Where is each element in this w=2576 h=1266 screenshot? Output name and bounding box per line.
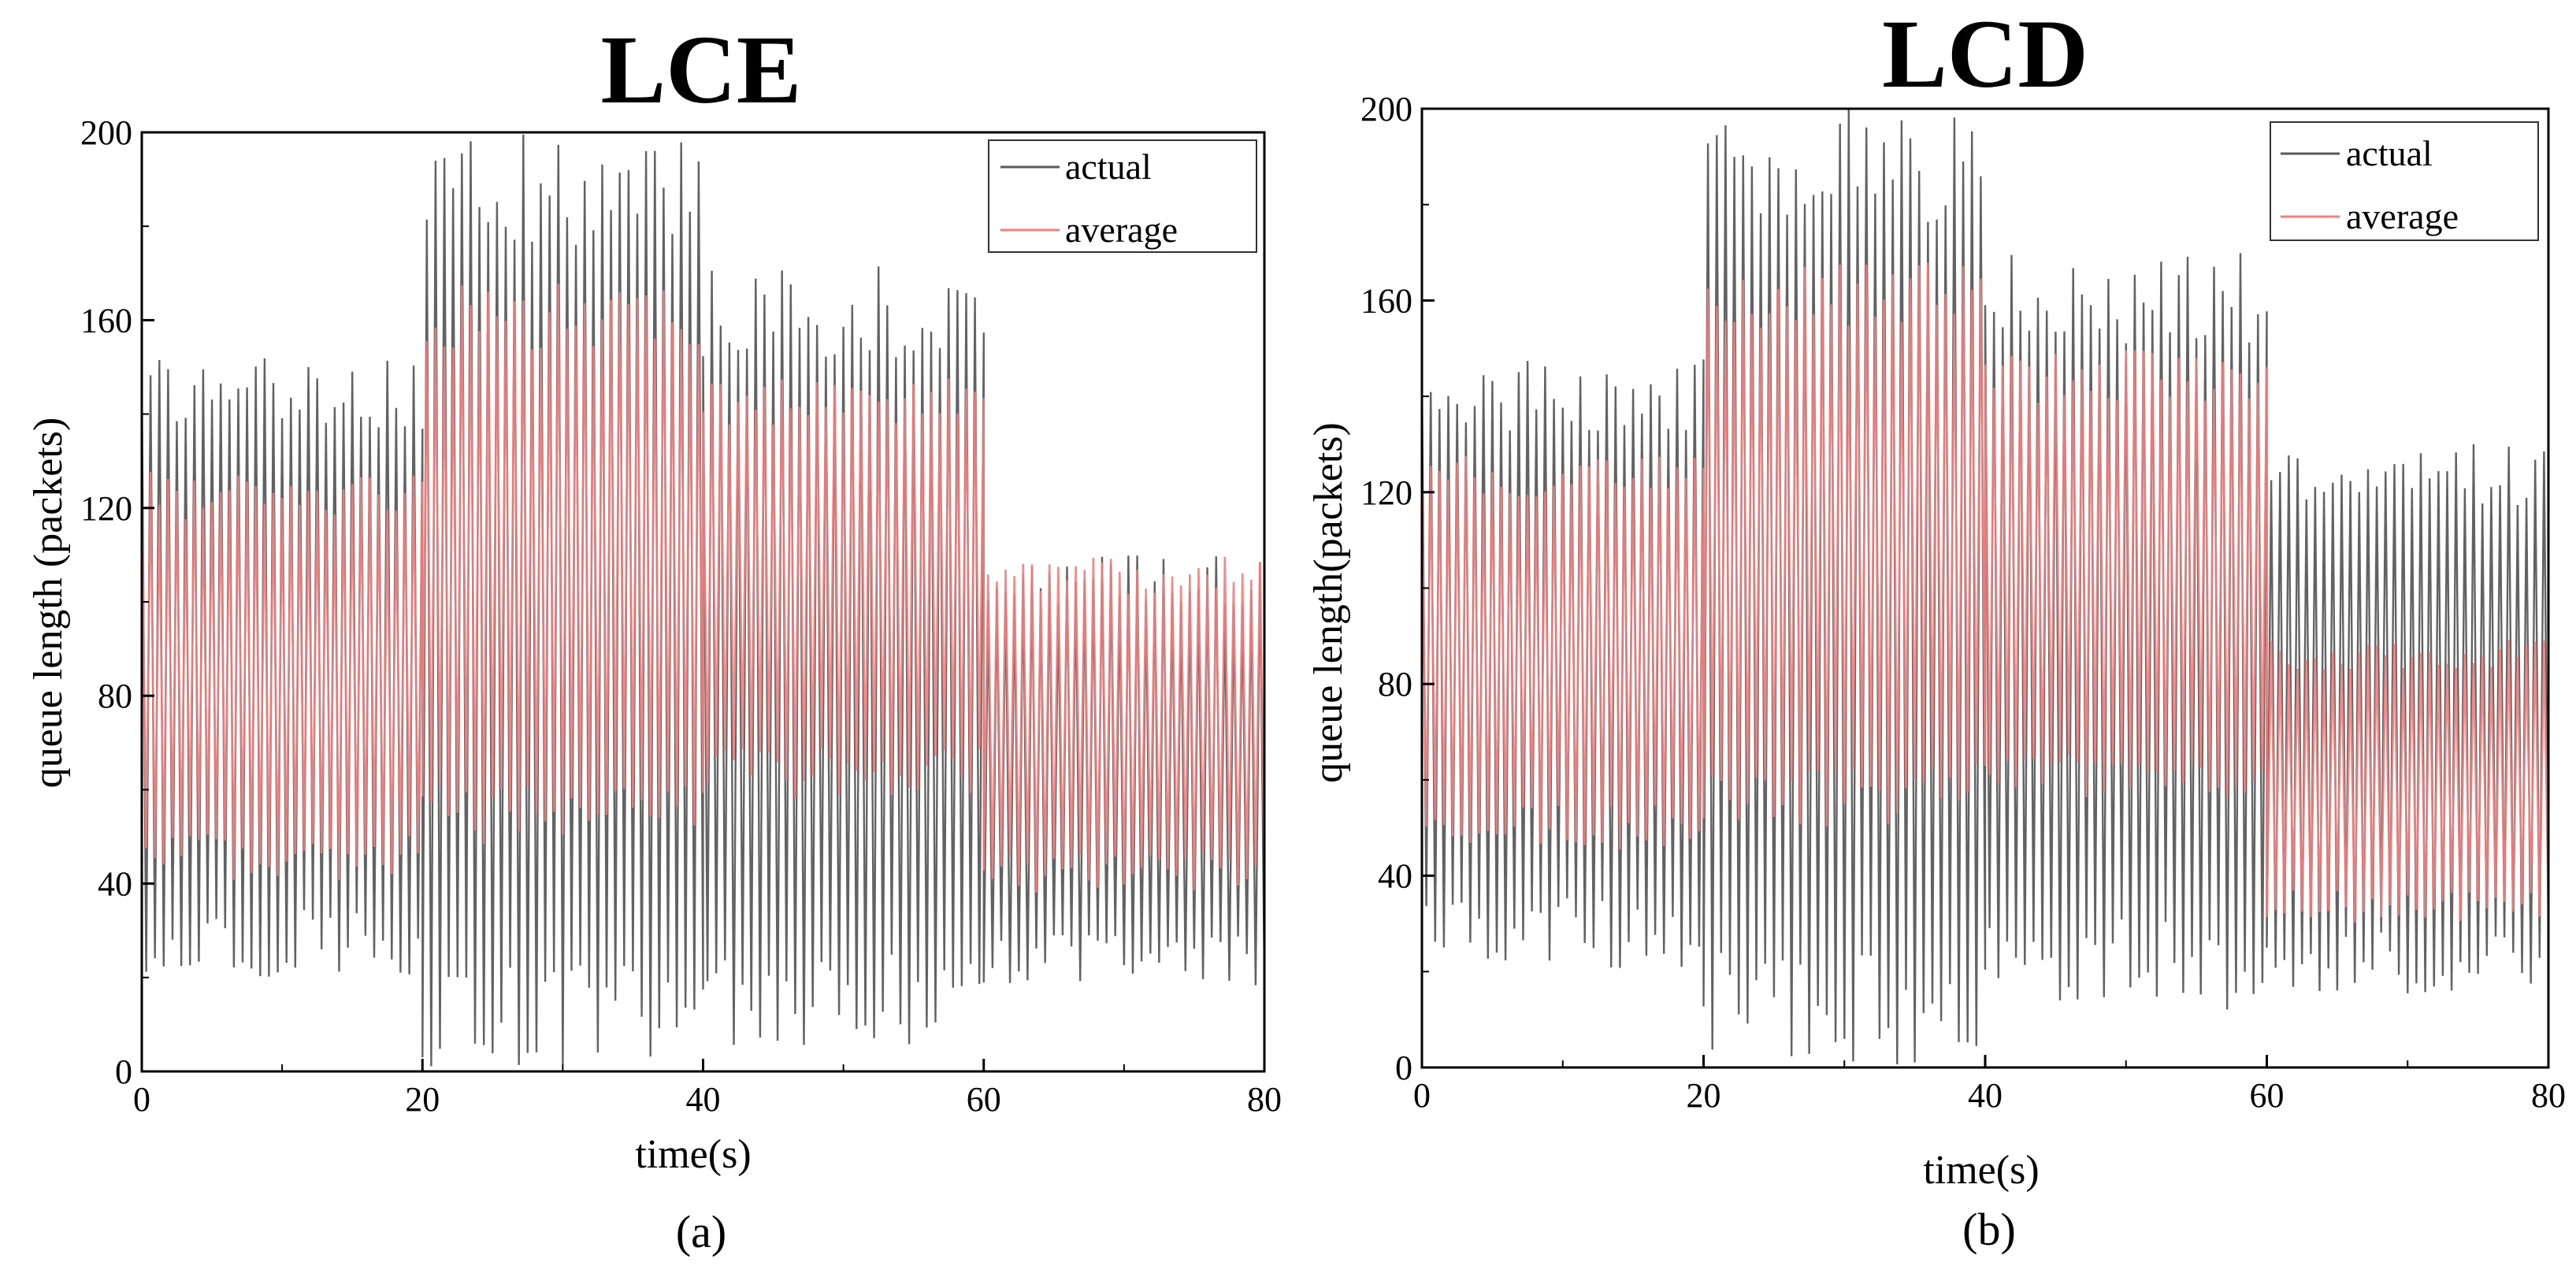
x-tick-label: 20 [405,1080,440,1119]
panel-caption: (b) [1962,1204,2016,1255]
legend: actual average [988,139,1257,253]
y-tick-label: 40 [1378,857,1412,896]
series-line-average [1420,262,2550,923]
y-tick-label: 120 [1360,473,1412,512]
legend-label-average: average [2346,196,2459,236]
x-tick-label: 60 [967,1080,1001,1119]
legend-box [988,139,1257,253]
y-tick-label: 160 [1360,281,1412,320]
x-tick-label: 80 [1247,1080,1282,1119]
y-tick-label: 80 [1378,665,1412,704]
chart-panel-lcd: LCD 0 40 80 120 160 200 0 20 40 60 80 time(s) queu… [1306,0,2566,1255]
y-tick-label: 200 [80,113,132,152]
y-tick-label: 0 [1395,1049,1412,1087]
legend-label-actual: actual [2346,133,2433,173]
x-tick-label: 80 [2531,1076,2566,1115]
chart-title: LCD [1882,0,2088,108]
legend-label-actual: actual [1065,147,1152,187]
x-tick-label: 0 [1413,1076,1431,1115]
x-tick-label: 40 [686,1080,721,1119]
y-tick-label: 40 [98,865,132,904]
x-tick-label: 0 [133,1080,150,1119]
y-tick-label: 200 [1360,90,1412,128]
legend: actual average [2270,121,2539,241]
series-line-average [140,284,1266,893]
chart-title: LCE [601,16,802,124]
chart-panel-lce: LCE 0 40 80 120 160 200 0 20 40 60 80 time(s) queu… [26,16,1282,1257]
y-tick-label: 0 [115,1053,132,1091]
y-axis-label: queue length(packets) [1306,422,1351,783]
x-tick-label: 20 [1687,1076,1721,1115]
plot-area: 0 40 80 120 160 200 0 20 40 60 80 [80,113,1282,1119]
legend-label-average: average [1065,210,1178,250]
legend-box [2270,121,2539,241]
y-tick-label: 160 [80,301,132,340]
x-tick-label: 40 [1968,1076,2003,1115]
y-axis-label: queue length (packets) [26,418,71,789]
x-axis-label: time(s) [1923,1148,2039,1193]
y-tick-label: 120 [80,489,132,528]
plot-area: 0 40 80 120 160 200 0 20 40 60 80 [1360,90,2566,1115]
x-tick-label: 60 [2250,1076,2285,1115]
y-tick-label: 80 [98,677,132,715]
x-axis-label: time(s) [635,1132,751,1177]
panel-caption: (a) [676,1206,726,1257]
